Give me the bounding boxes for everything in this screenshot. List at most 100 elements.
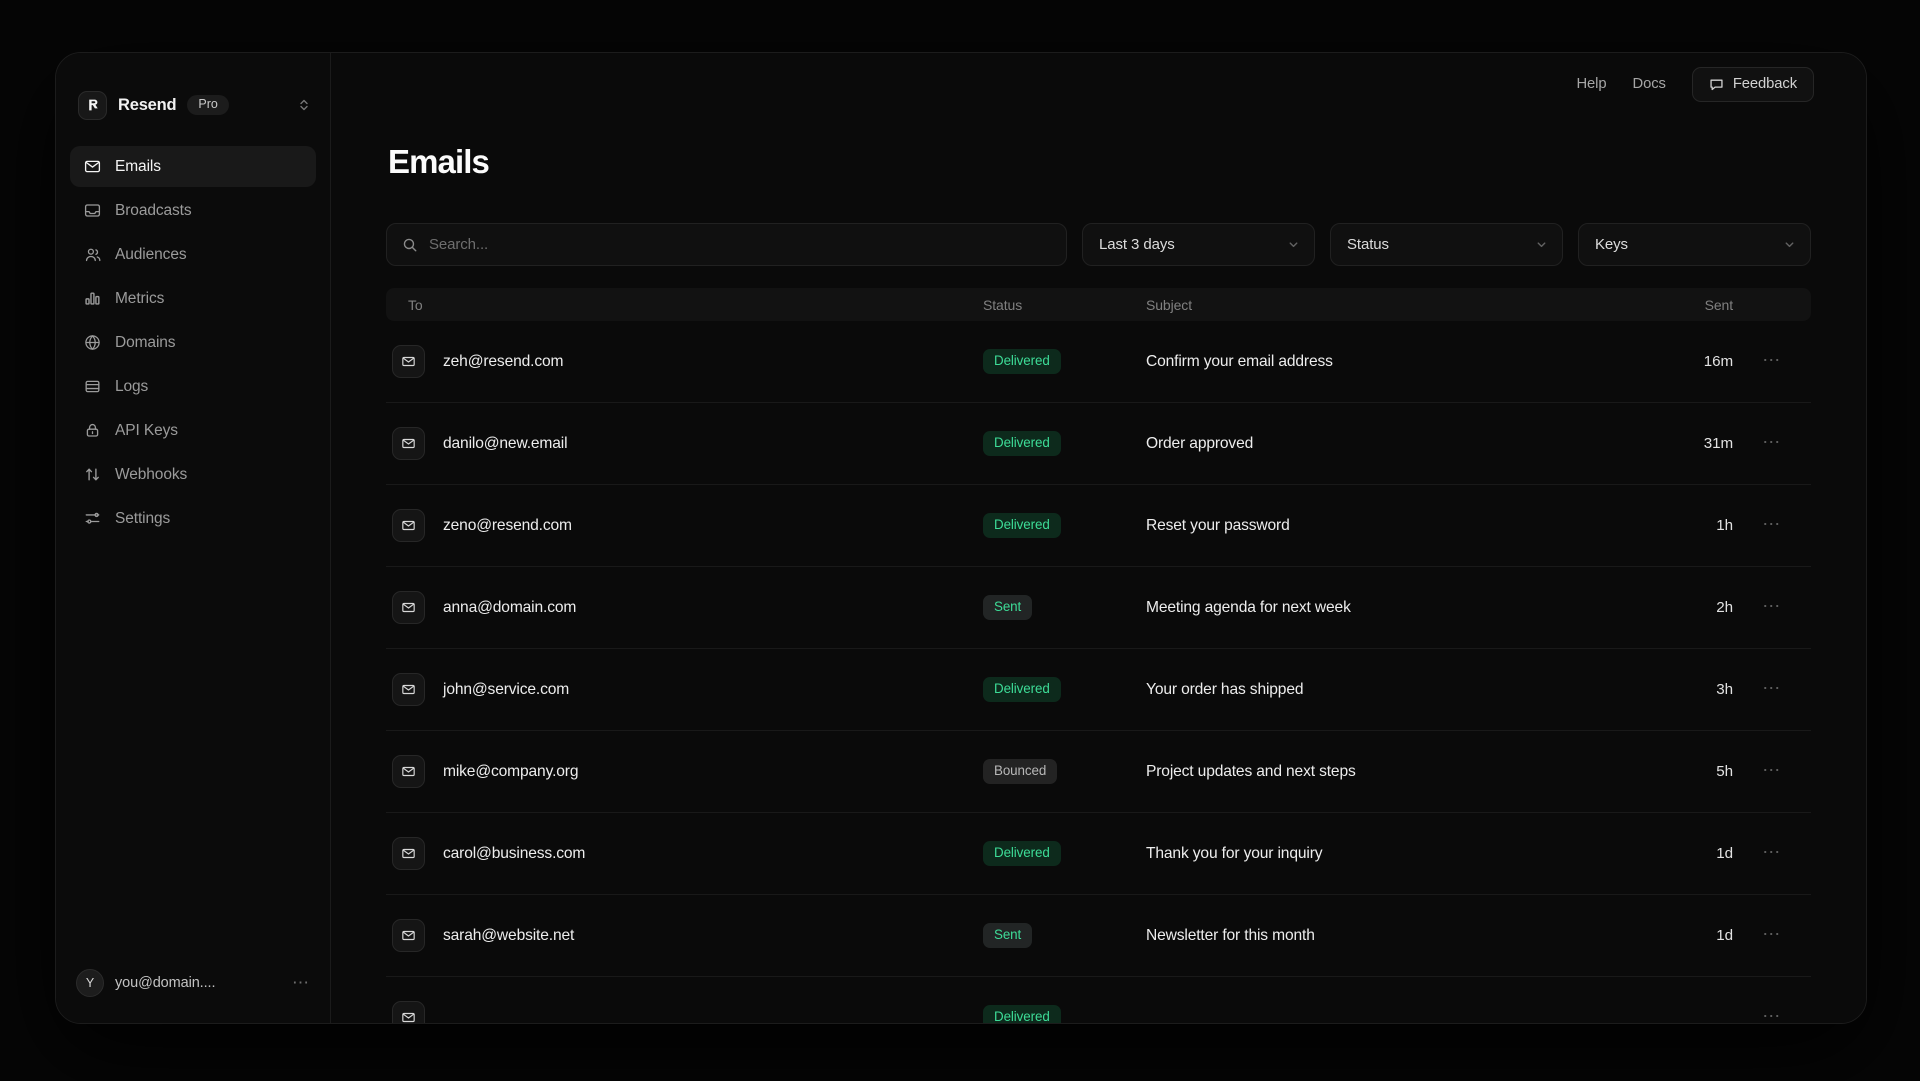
table-row[interactable]: carol@business.com Delivered Thank you for… [386,813,1811,895]
envelope-icon [392,919,425,952]
ellipsis-icon[interactable]: ⋯ [1762,595,1782,616]
emails-table: To Status Subject Sent zeh@resend.com Del… [386,288,1811,1023]
ellipsis-icon[interactable]: ⋯ [292,972,310,992]
row-sent-time: 1d [1716,844,1733,862]
ellipsis-icon[interactable]: ⋯ [1762,923,1782,944]
row-recipient: anna@domain.com [443,598,577,616]
status-badge: Sent [983,923,1033,948]
sidebar-item-emails[interactable]: Emails [70,146,316,187]
status-label: Status [1347,236,1389,253]
feedback-button[interactable]: Feedback [1691,66,1814,102]
sidebar-item-webhooks[interactable]: Webhooks [70,454,316,495]
ellipsis-icon[interactable]: ⋯ [1762,841,1782,862]
ellipsis-icon[interactable]: ⋯ [1762,1005,1782,1024]
sidebar-item-settings[interactable]: Settings [70,498,316,539]
inbox-icon [83,201,102,220]
row-sent-time: 5h [1716,762,1733,780]
workspace-switcher[interactable]: Resend Pro [56,53,330,131]
page-title: Emails [388,143,490,180]
chevron-down-icon [1535,238,1548,251]
row-subject: Reset your password [1146,516,1290,534]
ellipsis-icon[interactable]: ⋯ [1762,431,1782,452]
globe-icon [83,333,102,352]
sidebar-item-audiences[interactable]: Audiences [70,234,316,275]
search-box[interactable] [386,223,1067,266]
row-recipient: danilo@new.email [443,434,568,452]
status-badge: Sent [983,595,1033,620]
workspace-name: Resend [118,95,177,114]
sidebar-item-api-keys[interactable]: API Keys [70,410,316,451]
lock-icon [83,421,102,440]
row-subject: Newsletter for this month [1146,926,1315,944]
table-row[interactable]: mike@company.org Bounced Project updates a… [386,731,1811,813]
envelope-icon [392,837,425,870]
table-row[interactable]: john@service.com Delivered Your order has … [386,649,1811,731]
ellipsis-icon[interactable]: ⋯ [1762,349,1782,370]
chevron-down-icon [1287,238,1300,251]
user-account-menu[interactable]: Y you@domain.... ⋯ [56,969,330,1023]
table-row[interactable]: Delivered ⋯ [386,977,1811,1023]
avatar: Y [76,969,104,997]
top-bar: Help Docs Feedback [331,53,1866,115]
table-body: zeh@resend.com Delivered Confirm your emai… [386,321,1811,1023]
emails-page: Emails Last 3 days [331,115,1866,1023]
chevrons-up-down-icon[interactable] [296,94,312,116]
sidebar-item-logs[interactable]: Logs [70,366,316,407]
row-subject: Meeting agenda for next week [1146,598,1351,616]
status-badge: Bounced [983,759,1058,784]
sidebar-nav: Emails Broadcasts [56,131,330,539]
ellipsis-icon[interactable]: ⋯ [1762,759,1782,780]
status-badge: Delivered [983,513,1061,538]
row-sent-time: 1h [1716,516,1733,534]
table-row[interactable]: zeno@resend.com Delivered Reset your passw… [386,485,1811,567]
search-input[interactable] [429,236,1051,253]
row-sent-time: 31m [1703,434,1733,452]
help-link[interactable]: Help [1576,76,1607,92]
main-content: Help Docs Feedback Emails [331,53,1866,1023]
status-select[interactable]: Status [1330,223,1563,266]
table-row[interactable]: zeh@resend.com Delivered Confirm your emai… [386,321,1811,403]
sidebar-item-label: Domains [115,333,176,351]
row-subject: Order approved [1146,434,1254,452]
row-recipient: zeno@resend.com [443,516,572,534]
sidebar-item-label: API Keys [115,421,178,439]
ellipsis-icon[interactable]: ⋯ [1762,677,1782,698]
filter-toolbar: Last 3 days Status Keys [386,223,1811,266]
resend-logo-icon [78,90,107,120]
envelope-icon [83,157,102,176]
ellipsis-icon[interactable]: ⋯ [1762,513,1782,534]
status-badge: Delivered [983,677,1061,702]
sidebar-item-label: Audiences [115,245,187,263]
table-header: To Status Subject Sent [386,288,1811,321]
sliders-icon [83,509,102,528]
sidebar-item-label: Webhooks [115,465,188,483]
sidebar-item-label: Broadcasts [115,201,192,219]
plan-badge: Pro [187,95,229,115]
sidebar-item-label: Logs [115,377,149,395]
row-subject: Thank you for your inquiry [1146,844,1323,862]
keys-label: Keys [1595,236,1628,253]
status-badge: Delivered [983,841,1061,866]
sidebar-item-metrics[interactable]: Metrics [70,278,316,319]
table-row[interactable]: anna@domain.com Sent Meeting agenda for ne… [386,567,1811,649]
sidebar-item-broadcasts[interactable]: Broadcasts [70,190,316,231]
envelope-icon [392,509,425,542]
docs-link[interactable]: Docs [1632,76,1666,92]
row-sent-time: 1d [1716,926,1733,944]
row-recipient: mike@company.org [443,762,579,780]
row-subject: Confirm your email address [1146,352,1333,370]
table-row[interactable]: danilo@new.email Delivered Order approved 3… [386,403,1811,485]
sidebar-item-domains[interactable]: Domains [70,322,316,363]
keys-select[interactable]: Keys [1578,223,1811,266]
table-row[interactable]: sarah@website.net Sent Newsletter for this… [386,895,1811,977]
date-range-label: Last 3 days [1099,236,1175,253]
row-sent-time: 2h [1716,598,1733,616]
status-badge: Delivered [983,349,1061,374]
status-badge: Delivered [983,431,1061,456]
row-subject: Project updates and next steps [1146,762,1356,780]
envelope-icon [392,1001,425,1023]
sidebar: Resend Pro Emails [56,53,331,1023]
row-subject: Your order has shipped [1146,680,1304,698]
date-range-select[interactable]: Last 3 days [1082,223,1315,266]
status-badge: Delivered [983,1005,1061,1023]
